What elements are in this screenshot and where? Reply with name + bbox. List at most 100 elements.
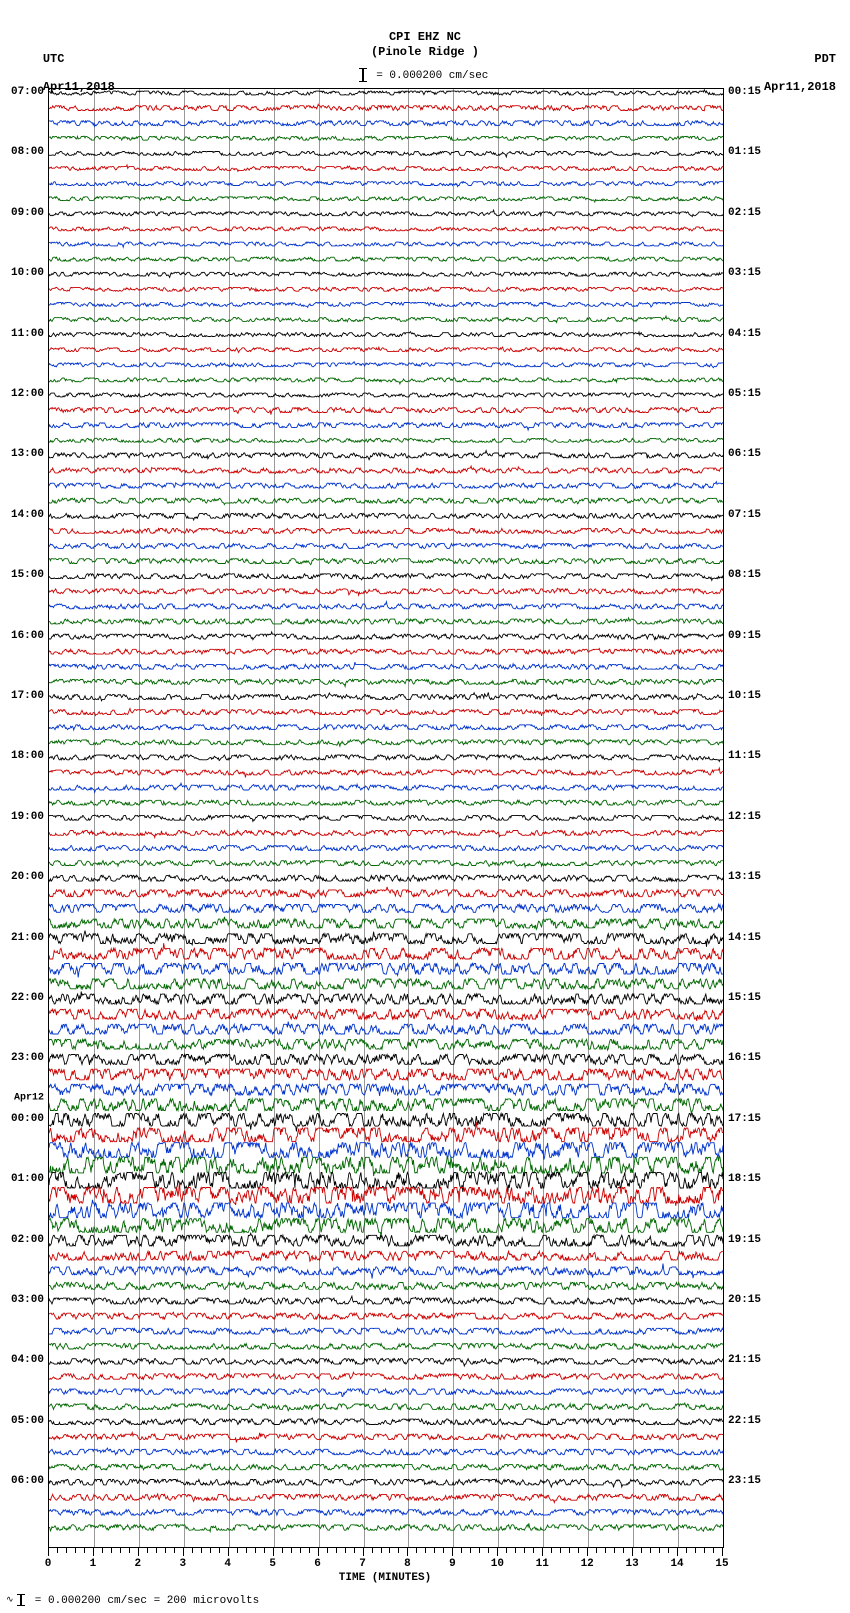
xtick-minor bbox=[291, 1548, 292, 1553]
xtick-major bbox=[93, 1548, 94, 1556]
xtick-label: 14 bbox=[670, 1558, 683, 1570]
trace-line bbox=[49, 196, 723, 202]
trace-line bbox=[49, 649, 723, 655]
trace-line bbox=[49, 618, 723, 624]
right-time-label: 09:15 bbox=[728, 630, 761, 642]
trace-line bbox=[49, 1344, 723, 1349]
xtick-major bbox=[587, 1548, 588, 1556]
trace-line bbox=[49, 1358, 723, 1366]
xtick-minor bbox=[165, 1548, 166, 1553]
xtick-minor bbox=[66, 1548, 67, 1553]
trace-line bbox=[49, 1479, 723, 1487]
xtick-minor bbox=[713, 1548, 714, 1553]
xtick-major bbox=[722, 1548, 723, 1556]
right-time-label: 03:15 bbox=[728, 267, 761, 279]
trace-line bbox=[49, 845, 723, 851]
xtick-label: 8 bbox=[404, 1558, 411, 1570]
trace-line bbox=[49, 602, 723, 609]
right-time-label: 08:15 bbox=[728, 569, 761, 581]
trace-line bbox=[49, 287, 723, 291]
tz-right: PDT bbox=[814, 52, 836, 66]
left-date-break: Apr12 bbox=[14, 1092, 44, 1103]
xtick-label: 13 bbox=[626, 1558, 639, 1570]
xtick-minor bbox=[659, 1548, 660, 1553]
xtick-minor bbox=[398, 1548, 399, 1553]
footer-scale: ∿ = 0.000200 cm/sec = 200 microvolts bbox=[6, 1594, 259, 1607]
trace-line bbox=[49, 544, 723, 549]
trace-line bbox=[49, 1448, 723, 1455]
station-code: CPI EHZ NC bbox=[389, 30, 461, 44]
trace-line bbox=[49, 573, 723, 580]
xtick-label: 15 bbox=[715, 1558, 728, 1570]
xtick-major bbox=[273, 1548, 274, 1556]
trace-line bbox=[49, 739, 723, 746]
right-time-label: 07:15 bbox=[728, 509, 761, 521]
xtick-minor bbox=[246, 1548, 247, 1553]
left-time-label: 22:00 bbox=[11, 992, 44, 1004]
xtick-label: 5 bbox=[269, 1558, 276, 1570]
plot-area bbox=[48, 88, 724, 1548]
trace-line bbox=[49, 316, 723, 322]
xtick-minor bbox=[219, 1548, 220, 1553]
xtick-minor bbox=[201, 1548, 202, 1553]
xtick-minor bbox=[488, 1548, 489, 1553]
trace-line bbox=[49, 1233, 723, 1246]
trace-line bbox=[49, 783, 723, 792]
trace-line bbox=[49, 90, 723, 95]
scale-text: = 0.000200 cm/sec bbox=[376, 70, 488, 82]
trace-line bbox=[49, 1283, 723, 1290]
right-time-label: 17:15 bbox=[728, 1113, 761, 1125]
xtick-minor bbox=[336, 1548, 337, 1553]
trace-line bbox=[49, 1296, 723, 1304]
left-time-label: 10:00 bbox=[11, 267, 44, 279]
left-time-label: 09:00 bbox=[11, 207, 44, 219]
xtick-minor bbox=[506, 1548, 507, 1553]
traces-svg bbox=[49, 89, 723, 1547]
trace-line bbox=[49, 408, 723, 415]
xtick-label: 1 bbox=[90, 1558, 97, 1570]
trace-line bbox=[49, 800, 723, 806]
trace-line bbox=[49, 1251, 723, 1261]
trace-line bbox=[49, 1389, 723, 1397]
right-time-label: 18:15 bbox=[728, 1173, 761, 1185]
trace-line bbox=[49, 1055, 723, 1065]
xtick-label: 2 bbox=[135, 1558, 142, 1570]
trace-line bbox=[49, 860, 723, 867]
xtick-major bbox=[542, 1548, 543, 1556]
left-time-label: 07:00 bbox=[11, 86, 44, 98]
xtick-minor bbox=[264, 1548, 265, 1553]
trace-line bbox=[49, 1264, 723, 1279]
trace-line bbox=[49, 1039, 723, 1050]
trace-line bbox=[49, 1464, 723, 1470]
xtick-minor bbox=[84, 1548, 85, 1553]
left-time-label: 16:00 bbox=[11, 630, 44, 642]
xtick-minor bbox=[75, 1548, 76, 1553]
xtick-minor bbox=[345, 1548, 346, 1553]
scale-indicator: = 0.000200 cm/sec bbox=[0, 68, 850, 82]
xtick-minor bbox=[111, 1548, 112, 1553]
trace-line bbox=[49, 303, 723, 308]
right-time-label: 14:15 bbox=[728, 932, 761, 944]
xtick-major bbox=[497, 1548, 498, 1556]
xtick-major bbox=[363, 1548, 364, 1556]
xtick-major bbox=[228, 1548, 229, 1556]
left-time-label: 21:00 bbox=[11, 932, 44, 944]
xtick-minor bbox=[434, 1548, 435, 1553]
xtick-minor bbox=[686, 1548, 687, 1553]
trace-line bbox=[49, 136, 723, 140]
trace-line bbox=[49, 104, 723, 111]
left-time-label: 15:00 bbox=[11, 569, 44, 581]
trace-line bbox=[49, 423, 723, 430]
trace-line bbox=[49, 1099, 723, 1114]
left-time-label: 14:00 bbox=[11, 509, 44, 521]
trace-line bbox=[49, 181, 723, 186]
xtick-minor bbox=[479, 1548, 480, 1553]
right-time-label: 23:15 bbox=[728, 1475, 761, 1487]
left-time-label: 02:00 bbox=[11, 1234, 44, 1246]
xtick-minor bbox=[192, 1548, 193, 1553]
scale-bar-icon bbox=[362, 68, 364, 82]
trace-line bbox=[49, 378, 723, 384]
footer-scale-text: = 0.000200 cm/sec = 200 microvolts bbox=[35, 1595, 259, 1607]
trace-line bbox=[49, 724, 723, 730]
xtick-minor bbox=[614, 1548, 615, 1553]
